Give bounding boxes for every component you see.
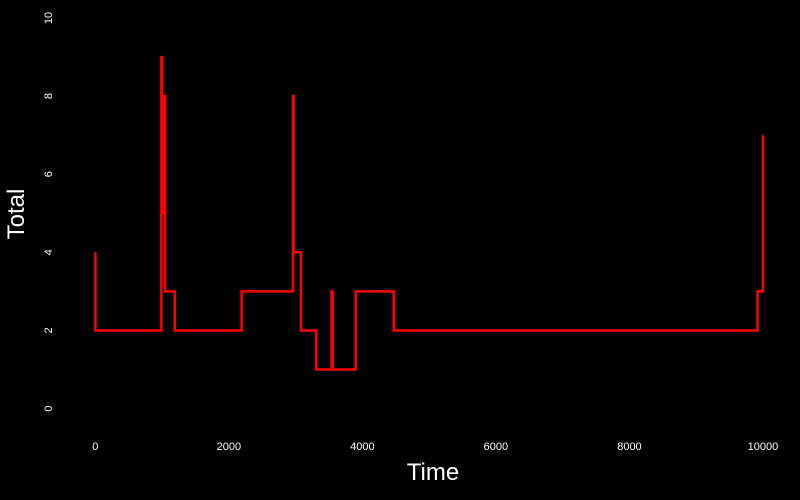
x-tick-label: 8000 — [617, 441, 641, 453]
y-tick-label: 8 — [43, 93, 55, 99]
y-tick-label: 2 — [43, 327, 55, 333]
y-tick-label: 10 — [43, 12, 55, 24]
x-tick-label: 10000 — [748, 441, 779, 453]
y-axis-ticks: 0 2 4 6 8 10 — [43, 12, 55, 412]
x-tick-label: 0 — [92, 441, 98, 453]
series-group — [94, 55, 765, 371]
x-axis-title: Time — [407, 459, 459, 486]
x-tick-label: 4000 — [350, 441, 374, 453]
series-line — [94, 55, 765, 371]
x-tick-label: 2000 — [217, 441, 241, 453]
y-axis-title: Total — [3, 189, 30, 240]
y-tick-label: 0 — [43, 406, 55, 412]
y-tick-label: 4 — [43, 249, 55, 255]
y-tick-label: 6 — [43, 171, 55, 177]
x-axis-ticks: 0 2000 4000 6000 8000 10000 — [92, 441, 778, 453]
x-tick-label: 6000 — [484, 441, 508, 453]
